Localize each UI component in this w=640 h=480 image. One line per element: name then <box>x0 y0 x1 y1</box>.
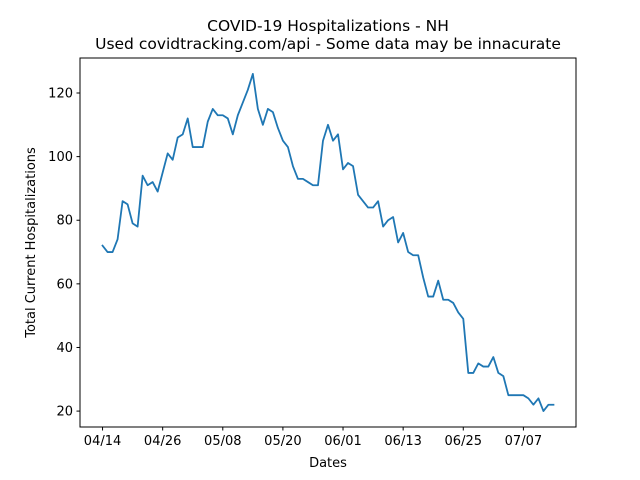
x-axis-label: Dates <box>309 456 347 471</box>
chart-title: COVID-19 Hospitalizations - NH <box>207 17 449 35</box>
series-line <box>101 73 555 412</box>
plot-area-frame <box>79 57 577 428</box>
x-tick-label: 05/08 <box>204 434 241 449</box>
y-tick-label: 100 <box>48 150 73 165</box>
x-tick-label: 06/01 <box>324 434 361 449</box>
y-tick-label: 20 <box>56 405 73 420</box>
y-tick-label: 80 <box>56 214 73 229</box>
x-tick-label: 04/26 <box>144 434 181 449</box>
x-tick-label: 06/13 <box>384 434 421 449</box>
y-tick-label: 40 <box>56 341 73 356</box>
y-tick-label: 120 <box>48 86 73 101</box>
y-axis-label: Total Current Hospitalizations <box>24 147 39 339</box>
x-tick-label: 05/20 <box>264 434 301 449</box>
x-tick-label: 07/07 <box>505 434 542 449</box>
y-tick-label: 60 <box>56 277 73 292</box>
x-axis-ticks: 04/14 04/26 05/08 05/20 06/01 06/13 06/25 07/07 <box>84 427 542 449</box>
x-tick-label: 06/25 <box>445 434 482 449</box>
x-tick-label: 04/14 <box>84 434 121 449</box>
y-axis-ticks: 20 40 60 80 100 120 <box>48 86 80 420</box>
chart-subtitle: Used covidtracking.com/api - Some data m… <box>95 35 561 53</box>
